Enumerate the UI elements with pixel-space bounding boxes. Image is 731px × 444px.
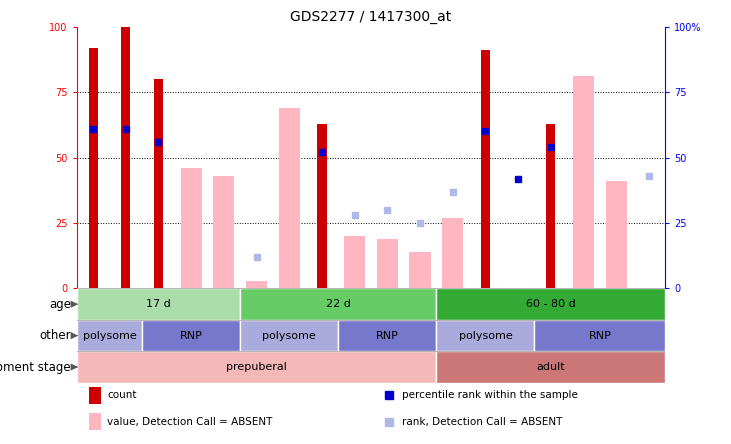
Text: age: age [49,297,71,311]
Bar [88,387,102,404]
Bar [436,289,665,320]
Bar [436,351,665,383]
Bar [344,236,366,289]
Bar [88,48,98,289]
Text: RNP: RNP [588,331,611,341]
Text: percentile rank within the sample: percentile rank within the sample [401,390,577,400]
Bar [213,176,235,289]
Bar [240,320,338,351]
Bar [154,79,163,289]
Text: 17 d: 17 d [146,299,171,309]
Text: polysome: polysome [458,331,512,341]
Bar [376,239,398,289]
Bar [546,123,556,289]
Bar [246,281,268,289]
Bar [573,76,594,289]
Title: GDS2277 / 1417300_at: GDS2277 / 1417300_at [290,10,452,24]
Bar [142,320,240,351]
Text: development stage: development stage [0,361,71,373]
Bar [338,320,436,351]
Text: other: other [39,329,71,342]
Text: polysome: polysome [83,331,136,341]
Bar [534,320,665,351]
Bar [181,168,202,289]
Bar [77,289,240,320]
Text: polysome: polysome [262,331,316,341]
Text: value, Detection Call = ABSENT: value, Detection Call = ABSENT [107,416,273,427]
Text: 60 - 80 d: 60 - 80 d [526,299,576,309]
Bar [317,123,327,289]
Bar [481,50,490,289]
Text: 22 d: 22 d [326,299,351,309]
Bar [77,351,436,383]
Text: RNP: RNP [376,331,399,341]
Text: count: count [107,390,137,400]
Text: RNP: RNP [180,331,202,341]
Bar [240,289,436,320]
Bar [121,27,130,289]
Bar [88,413,102,430]
Bar [77,320,142,351]
Text: adult: adult [537,362,565,372]
Bar [436,320,534,351]
Bar [409,252,431,289]
Bar [279,108,300,289]
Text: prepuberal: prepuberal [226,362,287,372]
Bar [442,218,463,289]
Text: rank, Detection Call = ABSENT: rank, Detection Call = ABSENT [401,416,562,427]
Bar [605,181,626,289]
